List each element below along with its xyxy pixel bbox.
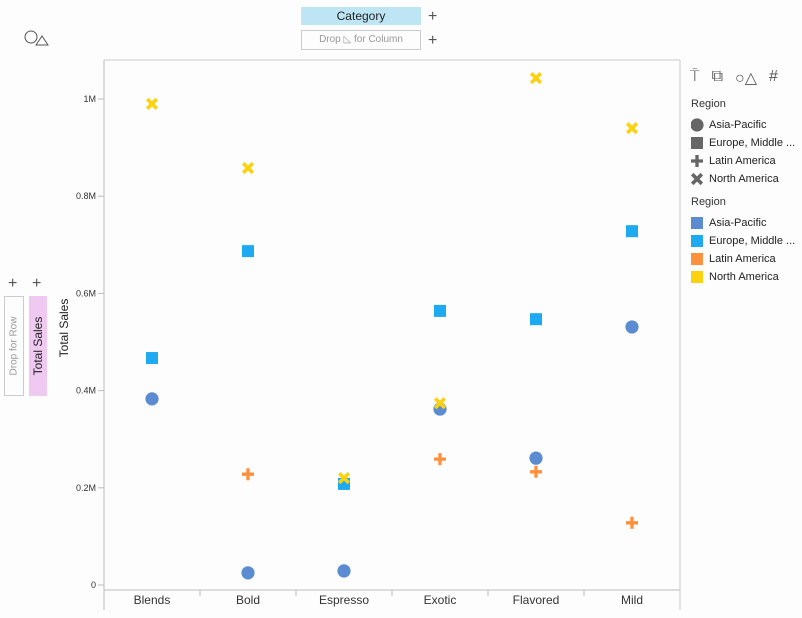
toolbar: ⍑ ⧉ ○△ # bbox=[690, 68, 778, 88]
legend-item[interactable]: North America bbox=[691, 268, 795, 286]
legend-label: Europe, Middle ... bbox=[709, 235, 796, 247]
data-point-x bbox=[145, 97, 159, 110]
x-tick-label: Blends bbox=[134, 593, 171, 607]
data-point-circle bbox=[529, 451, 543, 465]
row-shelf-total-sales[interactable]: Total Sales bbox=[29, 296, 47, 396]
data-point-plus bbox=[626, 516, 638, 529]
data-point-x bbox=[529, 72, 543, 85]
x-tick-label: Mild bbox=[621, 593, 643, 607]
y-tick-label: 0.6M bbox=[76, 288, 96, 298]
drop-label: Drop bbox=[319, 34, 341, 45]
legend-label: Asia-Pacific bbox=[709, 119, 767, 131]
data-point-square bbox=[146, 352, 158, 365]
data-point-x bbox=[625, 122, 639, 135]
data-point-circle bbox=[337, 564, 351, 578]
legend-label: North America bbox=[709, 173, 779, 185]
legend-item[interactable]: Europe, Middle ... bbox=[691, 134, 795, 152]
data-point-x bbox=[337, 472, 351, 485]
plus-icon bbox=[691, 155, 703, 167]
legend-label: Latin America bbox=[709, 155, 776, 167]
legend-title: Region bbox=[691, 98, 726, 110]
legend-item[interactable]: North America bbox=[691, 170, 795, 188]
x-tick-label: Exotic bbox=[424, 593, 457, 607]
scatter-chart: 0 0.2M 0.4M 0.6M 0.8M 1M Blends Bold Espresso Exo… bbox=[76, 59, 681, 610]
legend-label: North America bbox=[709, 271, 779, 283]
circle-icon bbox=[691, 118, 704, 132]
copy-icon[interactable]: ⧉ bbox=[711, 68, 724, 85]
legend-label: Latin America bbox=[709, 253, 776, 265]
data-point-circle bbox=[145, 392, 159, 406]
data-point-square bbox=[626, 225, 638, 238]
legend-label: Europe, Middle ... bbox=[709, 137, 796, 149]
legend-item[interactable]: Europe, Middle ... bbox=[691, 232, 795, 250]
x-tick-label: Flavored bbox=[513, 593, 560, 607]
legend-title: Region bbox=[691, 196, 726, 208]
data-point-square bbox=[434, 304, 446, 317]
data-point-plus bbox=[242, 468, 254, 481]
add-row-plus-icon-2[interactable]: + bbox=[32, 275, 42, 292]
y-tick-label: 0.2M bbox=[76, 483, 96, 493]
legend-panel: Region Asia-Pacific Europe, Middle ... Lati… bbox=[691, 98, 795, 294]
square-icon bbox=[691, 137, 703, 149]
y-tick-label: 0.8M bbox=[76, 191, 96, 201]
x-tick-label: Espresso bbox=[319, 593, 369, 607]
y-tick-label: 1M bbox=[83, 94, 96, 104]
color-swatch bbox=[691, 253, 703, 265]
data-point-square bbox=[530, 313, 542, 326]
data-point-x bbox=[241, 161, 255, 175]
y-tick-label: 0 bbox=[91, 580, 96, 590]
color-swatch bbox=[691, 235, 703, 247]
add-column-plus-icon[interactable]: + bbox=[428, 8, 438, 25]
data-point-x bbox=[433, 397, 447, 410]
legend-item[interactable]: Asia-Pacific bbox=[691, 116, 795, 134]
drop-suffix: for Column bbox=[354, 34, 403, 45]
column-shelf-category[interactable]: Category bbox=[301, 7, 421, 25]
data-point-circle bbox=[625, 320, 639, 334]
y-tick-label: 0.4M bbox=[76, 386, 96, 396]
add-column-plus-icon-2[interactable]: + bbox=[428, 32, 438, 49]
color-swatch bbox=[691, 217, 703, 229]
shapes-icon[interactable]: ○△ bbox=[735, 70, 758, 87]
legend-item[interactable]: Latin America bbox=[691, 152, 795, 170]
legend-item[interactable]: Latin America bbox=[691, 250, 795, 268]
data-point-plus bbox=[530, 465, 542, 478]
row-drop-zone[interactable]: Drop for Row bbox=[4, 296, 24, 396]
color-swatch bbox=[691, 271, 703, 283]
x-icon bbox=[691, 172, 704, 186]
data-point-square bbox=[242, 245, 254, 258]
data-point-plus bbox=[434, 453, 446, 466]
triangle-icon: ◺ bbox=[343, 34, 352, 45]
hash-icon[interactable]: # bbox=[769, 68, 778, 85]
x-tick-label: Bold bbox=[236, 593, 260, 607]
add-row-plus-icon[interactable]: + bbox=[8, 275, 18, 292]
data-point-circle bbox=[241, 566, 255, 580]
shapes-icon[interactable] bbox=[24, 30, 50, 51]
legend-item[interactable]: Asia-Pacific bbox=[691, 214, 795, 232]
legend-shape: Region Asia-Pacific Europe, Middle ... Lati… bbox=[691, 98, 795, 188]
legend-label: Asia-Pacific bbox=[709, 217, 767, 229]
column-drop-zone[interactable]: Drop ◺ for Column bbox=[301, 30, 421, 50]
legend-color: Region Asia-Pacific Europe, Middle ... Lati… bbox=[691, 196, 795, 286]
paint-roller-icon[interactable]: ⍑ bbox=[690, 68, 700, 85]
